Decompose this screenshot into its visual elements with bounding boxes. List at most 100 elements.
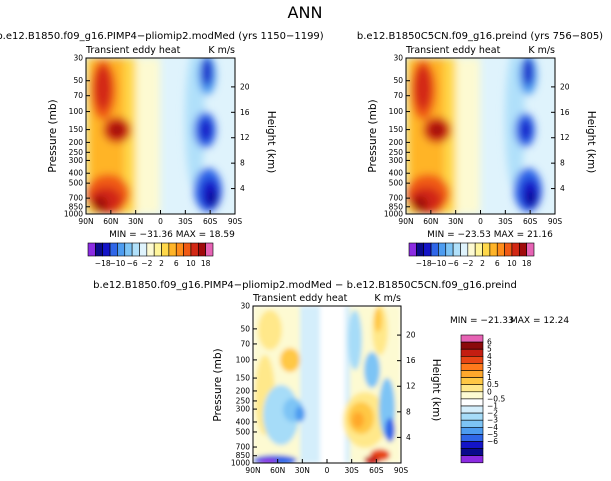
y-tick-label: 50 <box>73 76 83 85</box>
colorbar-swatch <box>518 242 527 257</box>
y-tick-label: 70 <box>73 91 83 100</box>
x-tick-label: 60N <box>270 466 285 475</box>
x-tick-label: 90S <box>228 217 243 226</box>
colorbar-label: 6 <box>174 259 179 268</box>
y-tick-label: 250 <box>389 148 404 157</box>
colorbar-label: 0 <box>487 387 492 396</box>
colorbar-label: −3 <box>487 416 498 425</box>
y-right-tick-label: 16 <box>560 108 570 117</box>
x-tick-label: 90N <box>78 217 93 226</box>
colorbar-swatch <box>460 355 484 364</box>
panel-difference-ticks: 90N 60N 30N 0 30S 60S 90S 30 50 70 100 150 200250300… <box>231 302 416 476</box>
colorbar-swatch <box>460 341 484 350</box>
colorbar-swatch <box>168 242 177 257</box>
colorbar-swatch <box>95 242 104 257</box>
panel-model-title: b.e12.B1850.f09_g16.PIMP4−pliomip2.modMe… <box>0 31 324 42</box>
y-tick-label: 150 <box>389 125 404 134</box>
colorbar-swatch <box>460 448 484 457</box>
y-tick-label: 100 <box>236 355 251 364</box>
colorbar-label: 4 <box>487 352 492 361</box>
y-tick-label: 300 <box>389 156 404 165</box>
colorbar-label: −5 <box>487 430 498 439</box>
colorbar-swatch <box>489 242 498 257</box>
y-right-tick-label: 8 <box>240 159 245 168</box>
y-tick-label: 850 <box>389 202 404 211</box>
colorbar-swatch <box>423 242 432 257</box>
x-tick-label: 30S <box>498 217 513 226</box>
panel-control-ylabel-right: Height (km) <box>585 111 597 174</box>
panel-control-title: b.e12.B1850C5CN.f09_g16.preind (yrs 756−… <box>357 31 603 42</box>
y-tick-label: 30 <box>393 54 403 63</box>
colorbar-swatch <box>511 242 520 257</box>
colorbar-swatch <box>161 242 170 257</box>
panel-control-field <box>406 58 555 214</box>
y-tick-label: 850 <box>69 202 84 211</box>
x-tick-label: 30N <box>448 217 463 226</box>
colorbar-swatch <box>460 334 484 343</box>
x-tick-label: 60S <box>523 217 538 226</box>
y-tick-label: 500 <box>236 427 251 436</box>
colorbar-swatch <box>438 242 447 257</box>
panel-difference-ylabel: Pressure (mb) <box>212 348 224 421</box>
y-tick-label: 100 <box>69 107 84 116</box>
x-tick-label: 60N <box>103 217 118 226</box>
colorbar-label: 6 <box>495 259 500 268</box>
x-tick-label: 90S <box>394 466 409 475</box>
y-tick-label: 50 <box>240 324 250 333</box>
colorbar-swatch <box>460 455 484 464</box>
y-tick-label: 30 <box>73 54 83 63</box>
y-tick-label: 100 <box>389 107 404 116</box>
colorbar-label: 2 <box>480 259 485 268</box>
panel-difference-subtitle-left: Transient eddy heat <box>252 293 348 304</box>
colorbar-swatch <box>474 242 483 257</box>
colorbar-swatch <box>109 242 118 257</box>
y-right-tick-label: 12 <box>406 382 416 391</box>
y-right-tick-label: 12 <box>560 133 570 142</box>
panel-model-ylabel-right: Height (km) <box>265 111 277 174</box>
y-right-tick-label: 8 <box>406 407 411 416</box>
y-tick-label: 400 <box>69 169 84 178</box>
x-tick-label: 0 <box>158 217 163 226</box>
colorbar-label: −18 <box>416 259 432 268</box>
colorbar-label: −2 <box>462 259 473 268</box>
y-tick-label: 1000 <box>64 210 83 219</box>
y-right-tick-label: 16 <box>240 108 250 117</box>
colorbar-label: 2 <box>487 366 492 375</box>
colorbar-label: −18 <box>95 259 111 268</box>
x-tick-label: 30N <box>295 466 310 475</box>
colorbar-label: 18 <box>522 259 532 268</box>
colorbar-swatch <box>460 363 484 371</box>
y-tick-label: 300 <box>236 405 251 414</box>
colorbar-label: −1 <box>487 402 498 411</box>
panel-control-ticks: 90N 60N 30N 0 30S 60S 90S 30 50 70 100 150 200250300… <box>384 54 570 227</box>
colorbar-swatch <box>460 384 484 393</box>
colorbar-swatch <box>205 242 214 257</box>
colorbar-label: 1 <box>487 373 492 382</box>
colorbar-swatch <box>408 242 417 257</box>
y-right-tick-label: 4 <box>406 433 411 442</box>
colorbar-label: −10 <box>430 259 446 268</box>
page-title: ANN <box>288 3 323 22</box>
panel-model-field <box>86 58 235 214</box>
colorbar-swatch <box>460 242 469 257</box>
colorbar-label: −6 <box>448 259 459 268</box>
colorbar-label: −10 <box>109 259 125 268</box>
colorbar-swatch <box>153 242 162 257</box>
colorbar-label: −2 <box>487 409 498 418</box>
colorbar-swatch <box>504 242 513 257</box>
colorbar-swatch <box>496 242 505 257</box>
y-tick-label: 700 <box>389 194 404 203</box>
panel-model-stats: MIN = −31.36 MAX = 18.59 <box>109 230 235 240</box>
y-tick-label: 1000 <box>384 210 403 219</box>
colorbar-swatch <box>146 242 155 257</box>
y-right-tick-label: 16 <box>406 356 416 365</box>
panel-model-ticks: 90N 60N 30N 0 30S 60S 90S 30 50 70 100 150 200250300… <box>64 54 250 227</box>
x-tick-label: 90S <box>548 217 563 226</box>
y-tick-label: 400 <box>389 169 404 178</box>
colorbar-swatch <box>460 405 484 414</box>
colorbar-label: 3 <box>487 359 492 368</box>
panel-difference-ylabel-right: Height (km) <box>430 359 442 422</box>
y-tick-label: 150 <box>236 374 251 383</box>
colorbar-swatch <box>460 441 484 449</box>
